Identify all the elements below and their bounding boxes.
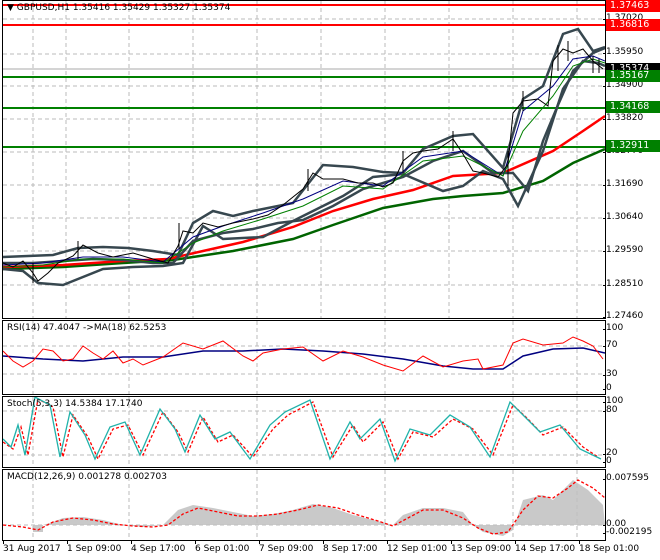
- price-tick: 1.31690: [602, 179, 644, 189]
- price-axis[interactable]: 1.37020 1.35950 1.34900 1.33820 1.32770 …: [602, 0, 660, 321]
- macd-tick: -0.002195: [602, 527, 653, 537]
- time-label: 14 Sep 17:00: [515, 544, 576, 554]
- macd-pane[interactable]: MACD(12,26,9) 0.001278 0.002703: [2, 469, 606, 541]
- support-label-1: 1.35167: [606, 70, 660, 82]
- stoch-tick: 0: [603, 456, 612, 466]
- time-label: 31 Aug 2017: [3, 544, 61, 554]
- stoch-axis: 100 80 20 0: [602, 396, 660, 466]
- time-label: 4 Sep 17:00: [131, 544, 186, 554]
- ohlc-values: 1.35416 1.35429 1.35327 1.35374: [72, 3, 231, 13]
- price-tick: 1.30640: [602, 212, 644, 222]
- stoch-pane[interactable]: Stoch(5,3,3) 14.5384 17.1740: [2, 396, 606, 468]
- stoch-canvas: [3, 397, 605, 467]
- rsi-axis: 100 70 30 0: [602, 320, 660, 393]
- support-label-3: 1.32911: [606, 140, 660, 152]
- main-price-pane[interactable]: ▼ GBPUSD,H1 1.35416 1.35429 1.35327 1.35…: [2, 0, 606, 319]
- price-tick: 1.34900: [602, 80, 644, 90]
- stoch-tick: 80: [602, 405, 618, 415]
- time-label: 1 Sep 09:00: [67, 544, 122, 554]
- time-label: 8 Sep 17:00: [323, 544, 378, 554]
- time-label: 6 Sep 01:00: [195, 544, 250, 554]
- collapse-triangle-icon[interactable]: ▼: [7, 3, 14, 13]
- price-tick: 1.28510: [602, 279, 644, 289]
- rsi-tick: 0: [603, 383, 612, 393]
- macd-axis: 0.007595 0.00 -0.002195: [602, 469, 660, 539]
- time-label: 18 Sep 01:00: [579, 544, 640, 554]
- stoch-tick: 100: [602, 396, 624, 406]
- macd-tick: 0.00: [602, 519, 627, 529]
- rsi-title: RSI(14) 47.4047 ->MA(18) 62.5253: [7, 323, 167, 333]
- time-label: 12 Sep 01:00: [387, 544, 448, 554]
- price-tick: 1.37020: [602, 13, 644, 23]
- macd-title: MACD(12,26,9) 0.001278 0.002703: [7, 472, 167, 482]
- time-label: 13 Sep 09:00: [451, 544, 512, 554]
- symbol-label: GBPUSD,H1: [16, 3, 70, 13]
- macd-canvas: [3, 470, 605, 540]
- macd-tick: 0.007595: [603, 473, 649, 483]
- rsi-pane[interactable]: RSI(14) 47.4047 ->MA(18) 62.5253: [2, 320, 606, 395]
- rsi-tick: 70: [602, 340, 618, 350]
- time-axis[interactable]: 31 Aug 2017 1 Sep 09:00 4 Sep 17:00 6 Se…: [0, 540, 660, 560]
- price-tick: 1.27460: [602, 311, 644, 321]
- chart-title: ▼ GBPUSD,H1 1.35416 1.35429 1.35327 1.35…: [7, 3, 230, 13]
- support-label-2: 1.34168: [606, 101, 660, 113]
- main-chart-canvas: [3, 1, 605, 318]
- resistance-label-2: 1.36816: [606, 19, 660, 31]
- stoch-title: Stoch(5,3,3) 14.5384 17.1740: [7, 399, 143, 409]
- rsi-tick: 30: [602, 369, 618, 379]
- rsi-tick: 100: [602, 323, 624, 333]
- resistance-label-1: 1.37463: [606, 0, 660, 12]
- price-tick: 1.33820: [602, 113, 644, 123]
- rsi-canvas: [3, 321, 605, 394]
- time-label: 7 Sep 09:00: [259, 544, 314, 554]
- stoch-tick: 20: [602, 448, 618, 458]
- price-tick: 1.35950: [602, 47, 644, 57]
- price-tick: 1.29590: [602, 245, 644, 255]
